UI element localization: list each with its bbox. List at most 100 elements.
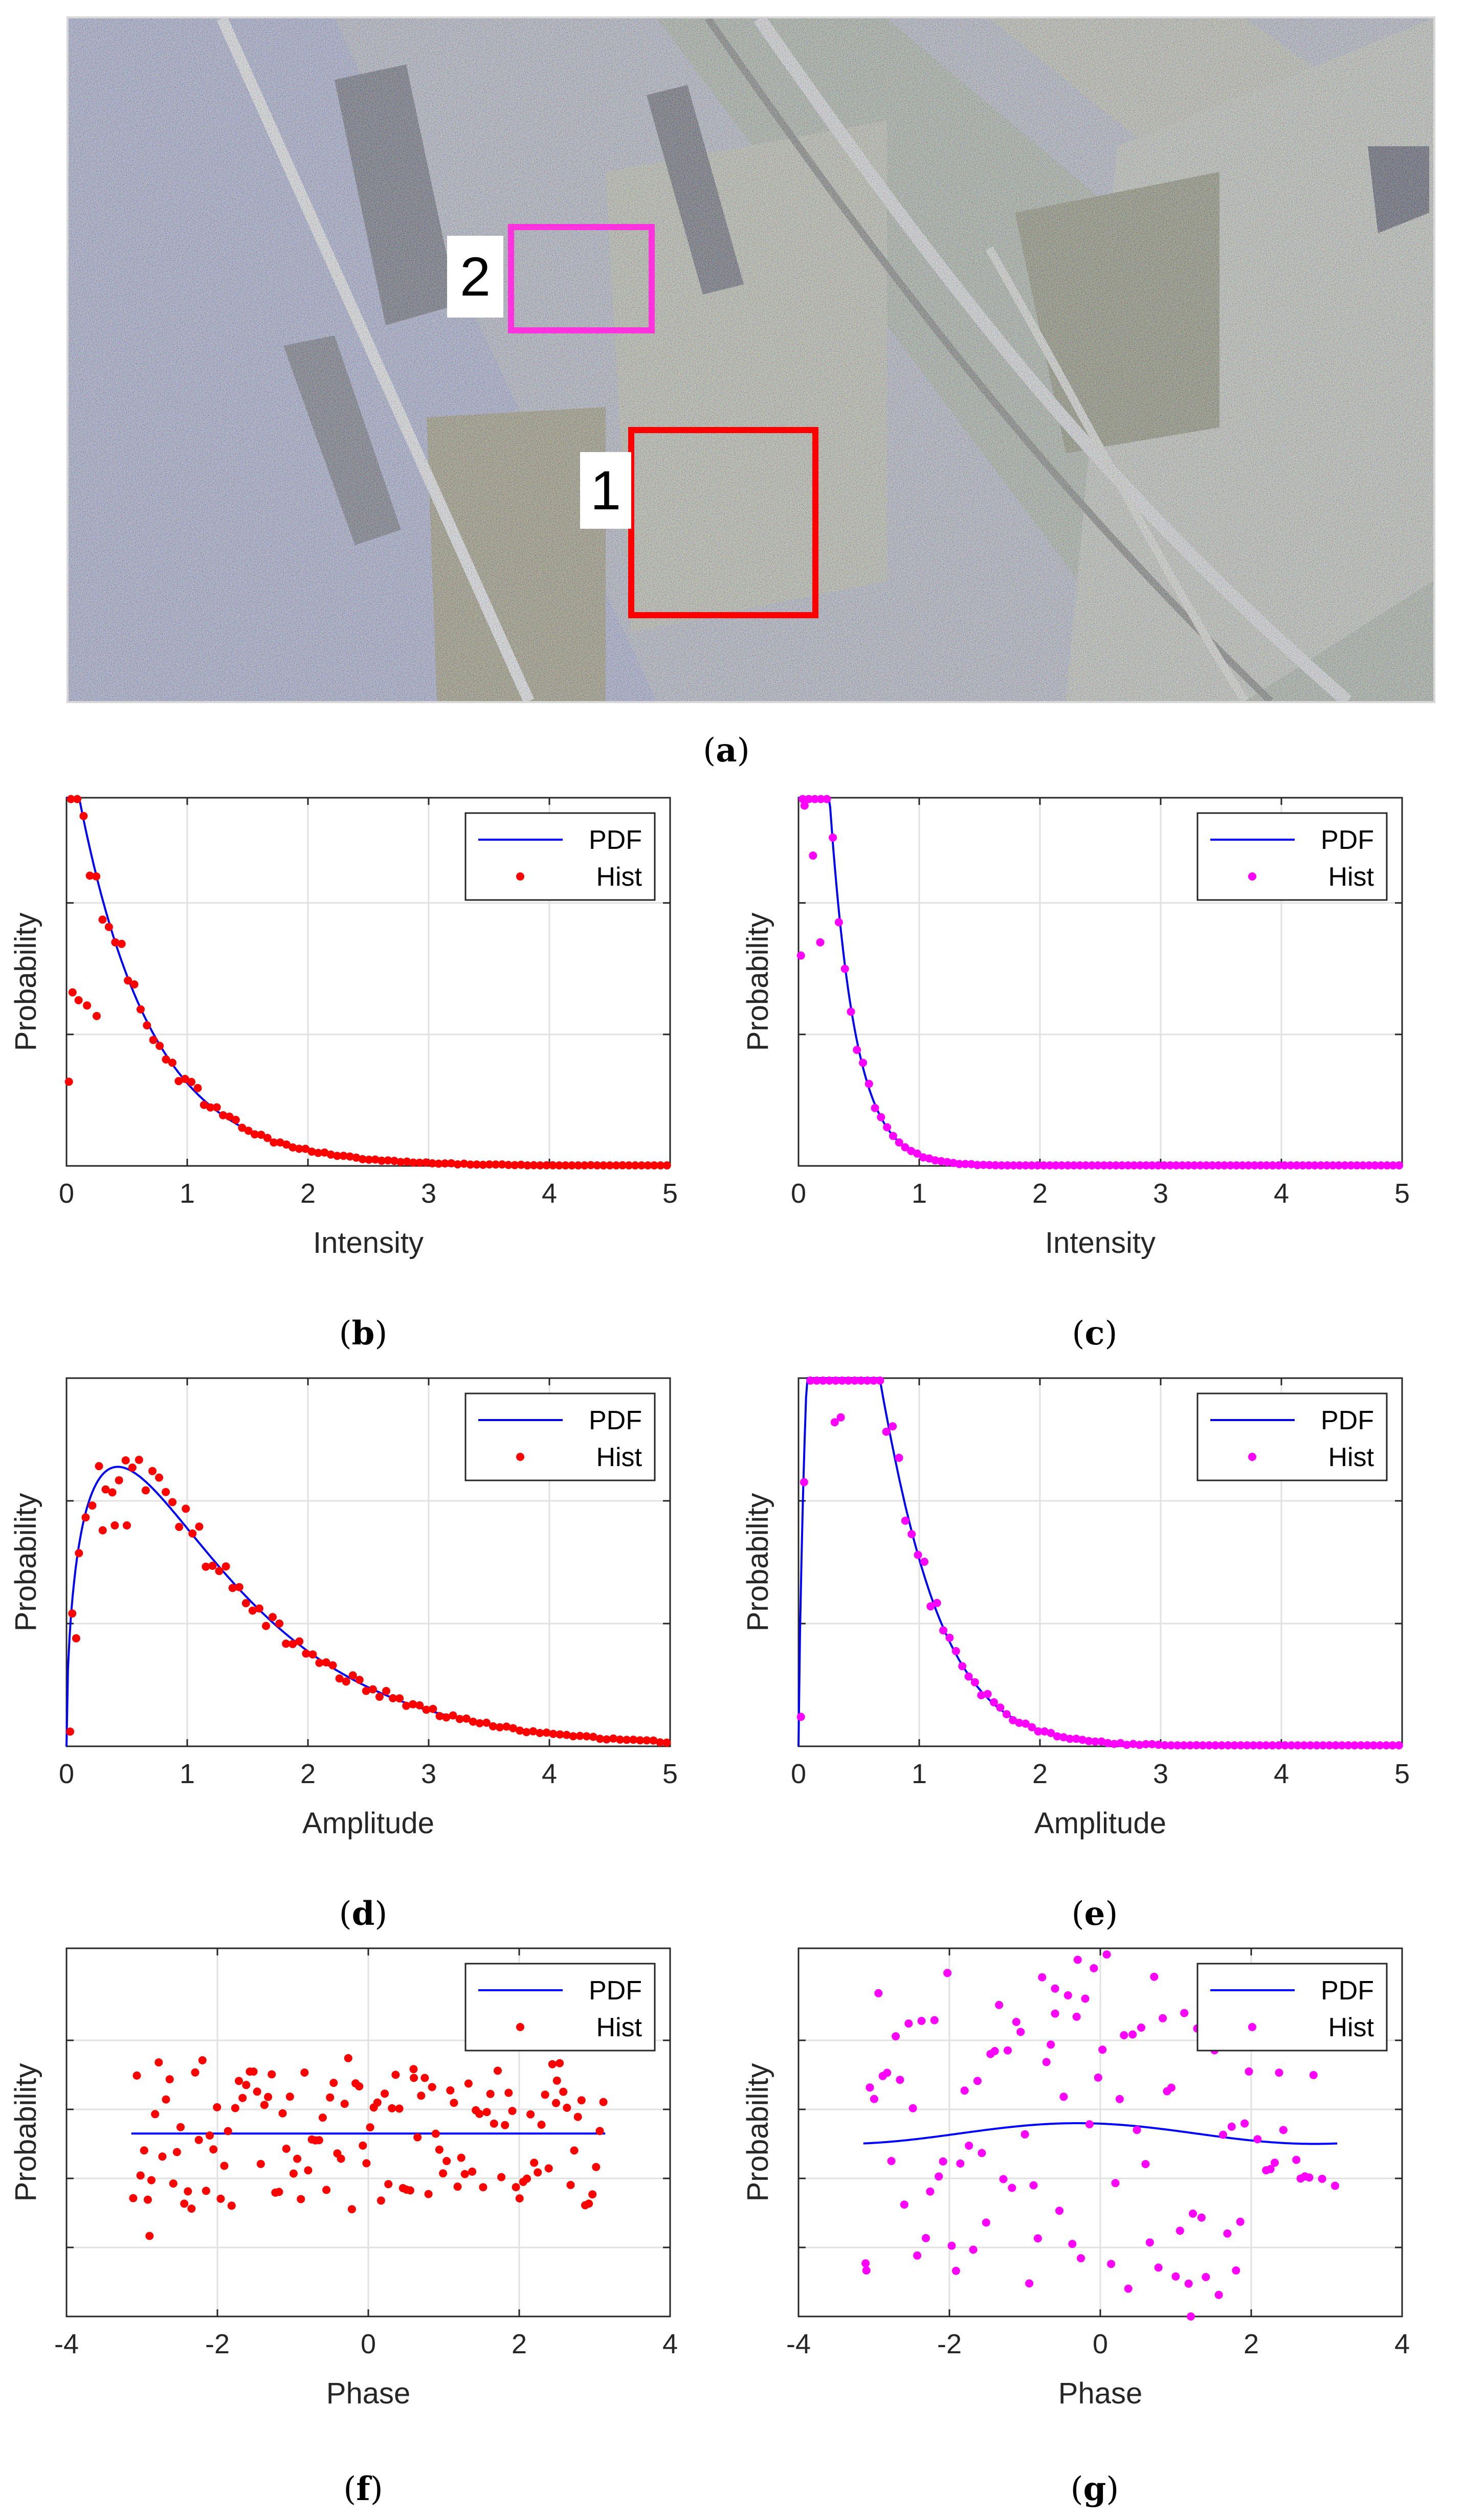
hist-point [1244, 1161, 1253, 1169]
hist-point [999, 2175, 1008, 2184]
hist-point [943, 1969, 952, 1977]
hist-point [212, 1103, 221, 1112]
hist-point [128, 1464, 137, 1472]
hist-point [1249, 1741, 1258, 1750]
hist-point [1335, 1161, 1343, 1169]
hist-point [435, 2145, 443, 2154]
hist-point [816, 795, 825, 803]
hist-point [388, 2104, 396, 2112]
hist-point [1217, 1741, 1226, 1750]
axes-box [65, 797, 671, 1167]
x-tick-label: 1 [180, 1759, 195, 1789]
hist-point [636, 1736, 645, 1745]
x-tick-label: 4 [1274, 1178, 1289, 1209]
x-tick-label: 4 [1274, 1759, 1289, 1789]
hist-point [829, 834, 837, 842]
y-axis-label: Probability [741, 2063, 774, 2202]
hist-point [154, 2058, 163, 2067]
hist-point [156, 1042, 164, 1050]
hist-point [1097, 1737, 1106, 1746]
hist-point [877, 1113, 885, 1121]
hist-point [1136, 1161, 1144, 1169]
legend-hist-label: Hist [1328, 862, 1374, 892]
legend-box [464, 812, 656, 901]
hist-point [220, 2162, 229, 2170]
hist-point [289, 1640, 297, 1648]
hist-point [1190, 1161, 1199, 1169]
hist-point [202, 2187, 210, 2195]
hist-point [1154, 2263, 1163, 2272]
hist-point [956, 2159, 965, 2168]
hist-point [523, 2174, 531, 2183]
hist-point [866, 2083, 874, 2092]
hist-point [574, 1161, 583, 1169]
hist-point [162, 1488, 170, 1496]
hist-point [434, 1159, 443, 1168]
hist-point [135, 1455, 143, 1464]
hist-point [1059, 2092, 1068, 2101]
hist-point [985, 1161, 994, 1169]
hist-point [358, 1155, 367, 1163]
hist-point [991, 1161, 1000, 1169]
hist-point [908, 2104, 917, 2112]
hist-point [1197, 2213, 1206, 2222]
hist-point [1133, 2126, 1141, 2134]
hist-point [453, 1160, 462, 1168]
hist-point [504, 2088, 513, 2097]
hist-point [958, 1662, 967, 1671]
hist-point [1332, 1741, 1340, 1750]
hist-point [504, 1161, 513, 1169]
hist-point [1027, 1161, 1036, 1169]
hist-point [244, 1127, 253, 1135]
hist-point [541, 2090, 549, 2099]
hist-point [108, 1488, 117, 1497]
hist-point [951, 2266, 960, 2275]
hist-point [960, 2086, 969, 2095]
hist-point [375, 1693, 384, 1701]
hist-point [1033, 2234, 1042, 2243]
hist-point [225, 1112, 234, 1121]
hist-point [278, 2109, 287, 2118]
hist-point [979, 1161, 988, 1169]
hist-point [301, 1144, 310, 1153]
hist-point [1150, 1972, 1159, 1981]
hist-point [326, 1150, 335, 1159]
x-tick-label: 0 [791, 1178, 806, 1209]
x-tick-label: 4 [542, 1178, 557, 1209]
hist-point [260, 2101, 269, 2109]
hist-point [556, 2059, 564, 2067]
hist-point [1091, 1737, 1099, 1746]
hist-point [552, 2099, 560, 2107]
hist-point [1293, 1741, 1302, 1750]
hist-point [522, 1728, 531, 1737]
hist-point [449, 1711, 457, 1720]
hist-point [66, 1727, 75, 1736]
hist-point [141, 1486, 150, 1495]
hist-point [206, 1103, 215, 1112]
hist-point [1124, 2284, 1133, 2293]
hist-point [151, 2110, 160, 2119]
x-tick-label: 4 [1394, 2329, 1410, 2359]
hist-point [1009, 1161, 1018, 1169]
hist-point [293, 2154, 302, 2163]
hist-point [530, 2158, 539, 2167]
hist-point [435, 1712, 444, 1720]
hist-point [1076, 1161, 1084, 1169]
hist-point [472, 1160, 481, 1169]
hist-point [337, 2154, 345, 2163]
hist-point [1266, 2165, 1275, 2173]
hist-point [806, 1376, 815, 1385]
hist-point [251, 1130, 259, 1139]
chart-d: 0 1 2 3 4 5 Amplitude Probability PDF Hist [9, 1377, 678, 1840]
hist-point [870, 1376, 878, 1385]
hist-point [199, 1100, 208, 1109]
hist-point [834, 918, 843, 927]
hist-point [110, 1521, 119, 1529]
hist-point [145, 2232, 154, 2240]
hist-point [871, 1104, 879, 1112]
hist-point [616, 1735, 625, 1744]
hist-point [464, 2079, 473, 2088]
x-tick-label: 2 [300, 1178, 316, 1209]
hist-point [559, 2087, 568, 2096]
hist-point [542, 1161, 551, 1169]
